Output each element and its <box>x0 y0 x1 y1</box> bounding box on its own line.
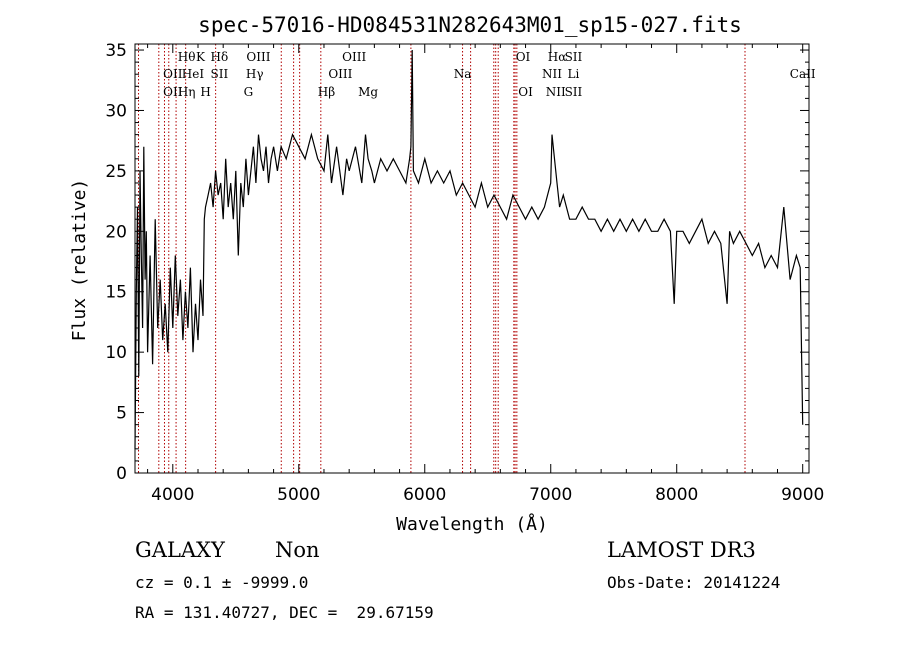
y-tick-label: 20 <box>105 222 127 242</box>
spectral-line-label: SII <box>565 50 583 64</box>
spectral-line-label: Mg <box>358 85 378 99</box>
x-tick-label: 4000 <box>151 485 194 505</box>
cz-value: cz = 0.1 ± -9999.0 <box>135 573 309 592</box>
x-axis-label: Wavelength (Å) <box>396 513 548 535</box>
spectral-line-label: CaII <box>790 67 816 81</box>
spectral-line-label: HeI <box>182 67 205 81</box>
spectrum-line <box>134 49 804 449</box>
spectral-line-label: OIII <box>328 67 352 81</box>
y-tick-label: 35 <box>105 41 127 61</box>
x-axis: 4000 5000 6000 7000 8000 9000 <box>147 44 824 505</box>
x-tick-label: 5000 <box>277 485 320 505</box>
x-tick-label: 9000 <box>781 485 824 505</box>
spectral-line-label: Hγ <box>246 67 264 81</box>
chart-title: spec-57016-HD084531N282643M01_sp15-027.f… <box>198 13 742 37</box>
spectral-line-label: Hα <box>548 50 567 64</box>
spectral-line-label: OIII <box>246 50 270 64</box>
spectral-line-label: OII <box>163 85 183 99</box>
y-axis: 0 5 10 15 20 25 30 35 <box>105 41 809 484</box>
y-axis-label: Flux (relative) <box>69 179 90 342</box>
spectral-line-label: Na <box>454 67 472 81</box>
spectral-line-label: OIII <box>342 50 366 64</box>
y-tick-label: 10 <box>105 343 127 363</box>
spectral-line-label: H <box>200 85 210 99</box>
spectral-line-label: OII <box>163 67 183 81</box>
y-tick-label: 5 <box>116 404 127 424</box>
subclass-label: Non <box>275 538 320 562</box>
spectral-line-label: Hβ <box>318 85 335 99</box>
class-label: GALAXY <box>135 538 225 562</box>
ra-dec: RA = 131.40727, DEC = 29.67159 <box>135 603 434 622</box>
survey-label: LAMOST DR3 <box>607 538 756 562</box>
spectral-line-label: Hδ <box>211 50 229 64</box>
y-tick-label: 15 <box>105 283 127 303</box>
obs-date: Obs-Date: 20141224 <box>607 573 781 592</box>
spectral-line-label: NII <box>546 85 566 99</box>
y-tick-label: 0 <box>116 464 127 484</box>
plot-frame <box>134 43 810 474</box>
spectral-line-label: G <box>244 85 254 99</box>
spectral-line-label: Hθ <box>178 50 196 64</box>
x-tick-label: 6000 <box>403 485 446 505</box>
spectral-line-label: Li <box>568 67 580 81</box>
spectral-line-label: SII <box>565 85 583 99</box>
spectral-line-label: Hη <box>178 85 196 99</box>
spectral-line-label: NII <box>542 67 562 81</box>
y-tick-label: 30 <box>105 101 127 121</box>
spectral-line-label: OI <box>518 85 533 99</box>
spectral-line-label: OI <box>516 50 531 64</box>
spectral-lines <box>138 44 746 473</box>
y-tick-label: 25 <box>105 162 127 182</box>
x-tick-label: 8000 <box>655 485 698 505</box>
x-tick-label: 7000 <box>529 485 572 505</box>
spectral-line-label: SII <box>211 67 229 81</box>
spectral-line-label: K <box>196 50 206 64</box>
